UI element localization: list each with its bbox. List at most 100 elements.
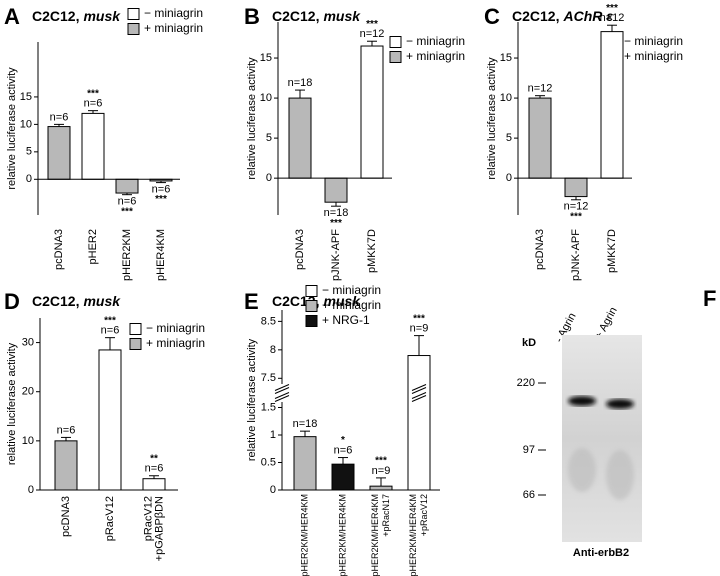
panel-letter: F bbox=[703, 286, 716, 311]
bar-annotation: n=12 bbox=[600, 12, 625, 24]
bar bbox=[288, 97, 312, 179]
bar bbox=[600, 31, 624, 179]
y-tick-label: 0 bbox=[506, 172, 512, 184]
blot-panel: F - Agrin + Agrin kD 220 97 66 Anti-erbB… bbox=[517, 286, 717, 559]
marker-label: 66 bbox=[523, 489, 535, 501]
bar bbox=[564, 177, 588, 198]
legend-swatch bbox=[127, 8, 140, 20]
x-tick-label: pcDNA3 bbox=[294, 229, 306, 270]
y-tick-label: 0 bbox=[266, 172, 272, 184]
bar-annotation: n=6 bbox=[334, 444, 353, 456]
bar-annotation: n=18 bbox=[288, 77, 313, 89]
axis-break bbox=[274, 392, 290, 399]
legend-label: − miniagrin bbox=[144, 6, 203, 20]
title-gene: musk bbox=[83, 293, 121, 309]
y-axis-label: relative luciferase activity bbox=[6, 67, 18, 190]
chart-title: C2C12, AChR ε bbox=[512, 8, 613, 24]
bar-annotation: * bbox=[341, 435, 345, 446]
x-tick-label: pRacV12 bbox=[104, 496, 116, 541]
panel-letter: B bbox=[244, 4, 260, 29]
x-tick-label: pcDNA3 bbox=[534, 229, 546, 270]
bar-annotation: *** bbox=[155, 194, 167, 205]
title-text: C2C12, bbox=[32, 293, 79, 309]
title-gene: musk bbox=[83, 8, 121, 24]
bar-annotation: *** bbox=[606, 3, 618, 14]
antibody-label: Anti-erbB2 bbox=[573, 547, 629, 559]
blot-band bbox=[606, 399, 634, 409]
legend-label: + miniagrin bbox=[322, 298, 381, 312]
axis-break bbox=[411, 384, 427, 391]
bar-annotation: n=9 bbox=[372, 465, 391, 477]
y-tick-label: 8.5 bbox=[261, 315, 276, 327]
legend-swatch bbox=[129, 323, 142, 335]
y-tick-label: 0.5 bbox=[261, 456, 276, 468]
bar-annotation: *** bbox=[366, 19, 378, 30]
bar-annotation: n=12 bbox=[360, 28, 385, 40]
bar-annotation: *** bbox=[104, 315, 116, 326]
y-axis-label: relative luciferase activity bbox=[246, 57, 258, 180]
legend-swatch bbox=[305, 300, 318, 312]
y-tick-label: 15 bbox=[500, 52, 512, 64]
legend-label: + miniagrin bbox=[146, 336, 205, 350]
title-text: C2C12, bbox=[512, 8, 559, 24]
bar-chart-panel: D C2C12, musk relative luciferase activity 0… bbox=[4, 289, 205, 562]
title-gene: musk bbox=[323, 293, 361, 309]
bar-annotation: n=18 bbox=[324, 207, 349, 219]
legend-swatch bbox=[389, 36, 402, 48]
bar-annotation: *** bbox=[413, 313, 425, 324]
bar bbox=[115, 178, 139, 194]
bar-chart-panel: C C2C12, AChR ε relative luciferase activit… bbox=[484, 3, 683, 281]
legend-label: − miniagrin bbox=[146, 321, 205, 335]
y-tick-label: 7.5 bbox=[261, 372, 276, 384]
title-gene: AChR ε bbox=[562, 8, 613, 24]
y-tick-label: 20 bbox=[22, 386, 34, 398]
y-tick-label: 10 bbox=[260, 92, 272, 104]
legend-swatch bbox=[389, 51, 402, 63]
bar-annotation: n=18 bbox=[293, 418, 318, 430]
legend-label: + miniagrin bbox=[624, 49, 683, 63]
axis-break bbox=[274, 384, 290, 394]
bar-annotation: *** bbox=[570, 211, 582, 222]
bar bbox=[369, 485, 393, 491]
bar bbox=[98, 349, 122, 491]
y-tick-label: 0 bbox=[270, 484, 276, 496]
y-tick-label: 1.5 bbox=[261, 401, 276, 413]
x-tick-label: pMKK7D bbox=[606, 229, 618, 273]
axis-break bbox=[274, 384, 290, 391]
chart-title: C2C12, musk bbox=[32, 293, 121, 309]
x-tick-label: pMKK7D bbox=[366, 229, 378, 273]
bar-annotation: *** bbox=[87, 88, 99, 99]
legend-swatch bbox=[127, 23, 140, 35]
axis-break bbox=[411, 392, 427, 399]
legend-label: + miniagrin bbox=[144, 21, 203, 35]
kd-label: kD bbox=[522, 337, 536, 349]
panel-letter: D bbox=[4, 289, 20, 314]
x-tick-label: pHER4KM bbox=[155, 229, 167, 281]
y-axis-label: relative luciferase activity bbox=[246, 338, 258, 461]
bar bbox=[360, 45, 384, 179]
y-tick-label: 5 bbox=[506, 132, 512, 144]
x-tick-label: pJNK-APF bbox=[570, 229, 582, 281]
bar bbox=[528, 97, 552, 179]
x-tick-label: pcDNA3 bbox=[53, 229, 65, 270]
bar-chart-panel: B C2C12, musk relative luciferase activity 0… bbox=[244, 4, 465, 281]
y-tick-label: 5 bbox=[26, 146, 32, 158]
bar-annotation: *** bbox=[121, 206, 133, 217]
title-text: C2C12, bbox=[32, 8, 79, 24]
bar bbox=[331, 463, 355, 491]
bar-annotation: n=6 bbox=[145, 463, 164, 475]
bar-annotation: n=12 bbox=[564, 201, 589, 213]
blot-smear bbox=[606, 450, 634, 500]
axis-break bbox=[411, 395, 427, 402]
legend-label: + miniagrin bbox=[406, 49, 465, 63]
panel-letter: C bbox=[484, 4, 500, 29]
bar-annotation: n=6 bbox=[84, 98, 103, 110]
bar-annotation: n=6 bbox=[118, 196, 137, 208]
y-axis-label: relative luciferase activity bbox=[486, 57, 498, 180]
axis-break bbox=[274, 387, 290, 394]
legend-label: + NRG-1 bbox=[322, 313, 370, 327]
x-tick-label: pHER2KM/HER4KM bbox=[337, 494, 347, 576]
bar-annotation: n=9 bbox=[410, 323, 429, 335]
